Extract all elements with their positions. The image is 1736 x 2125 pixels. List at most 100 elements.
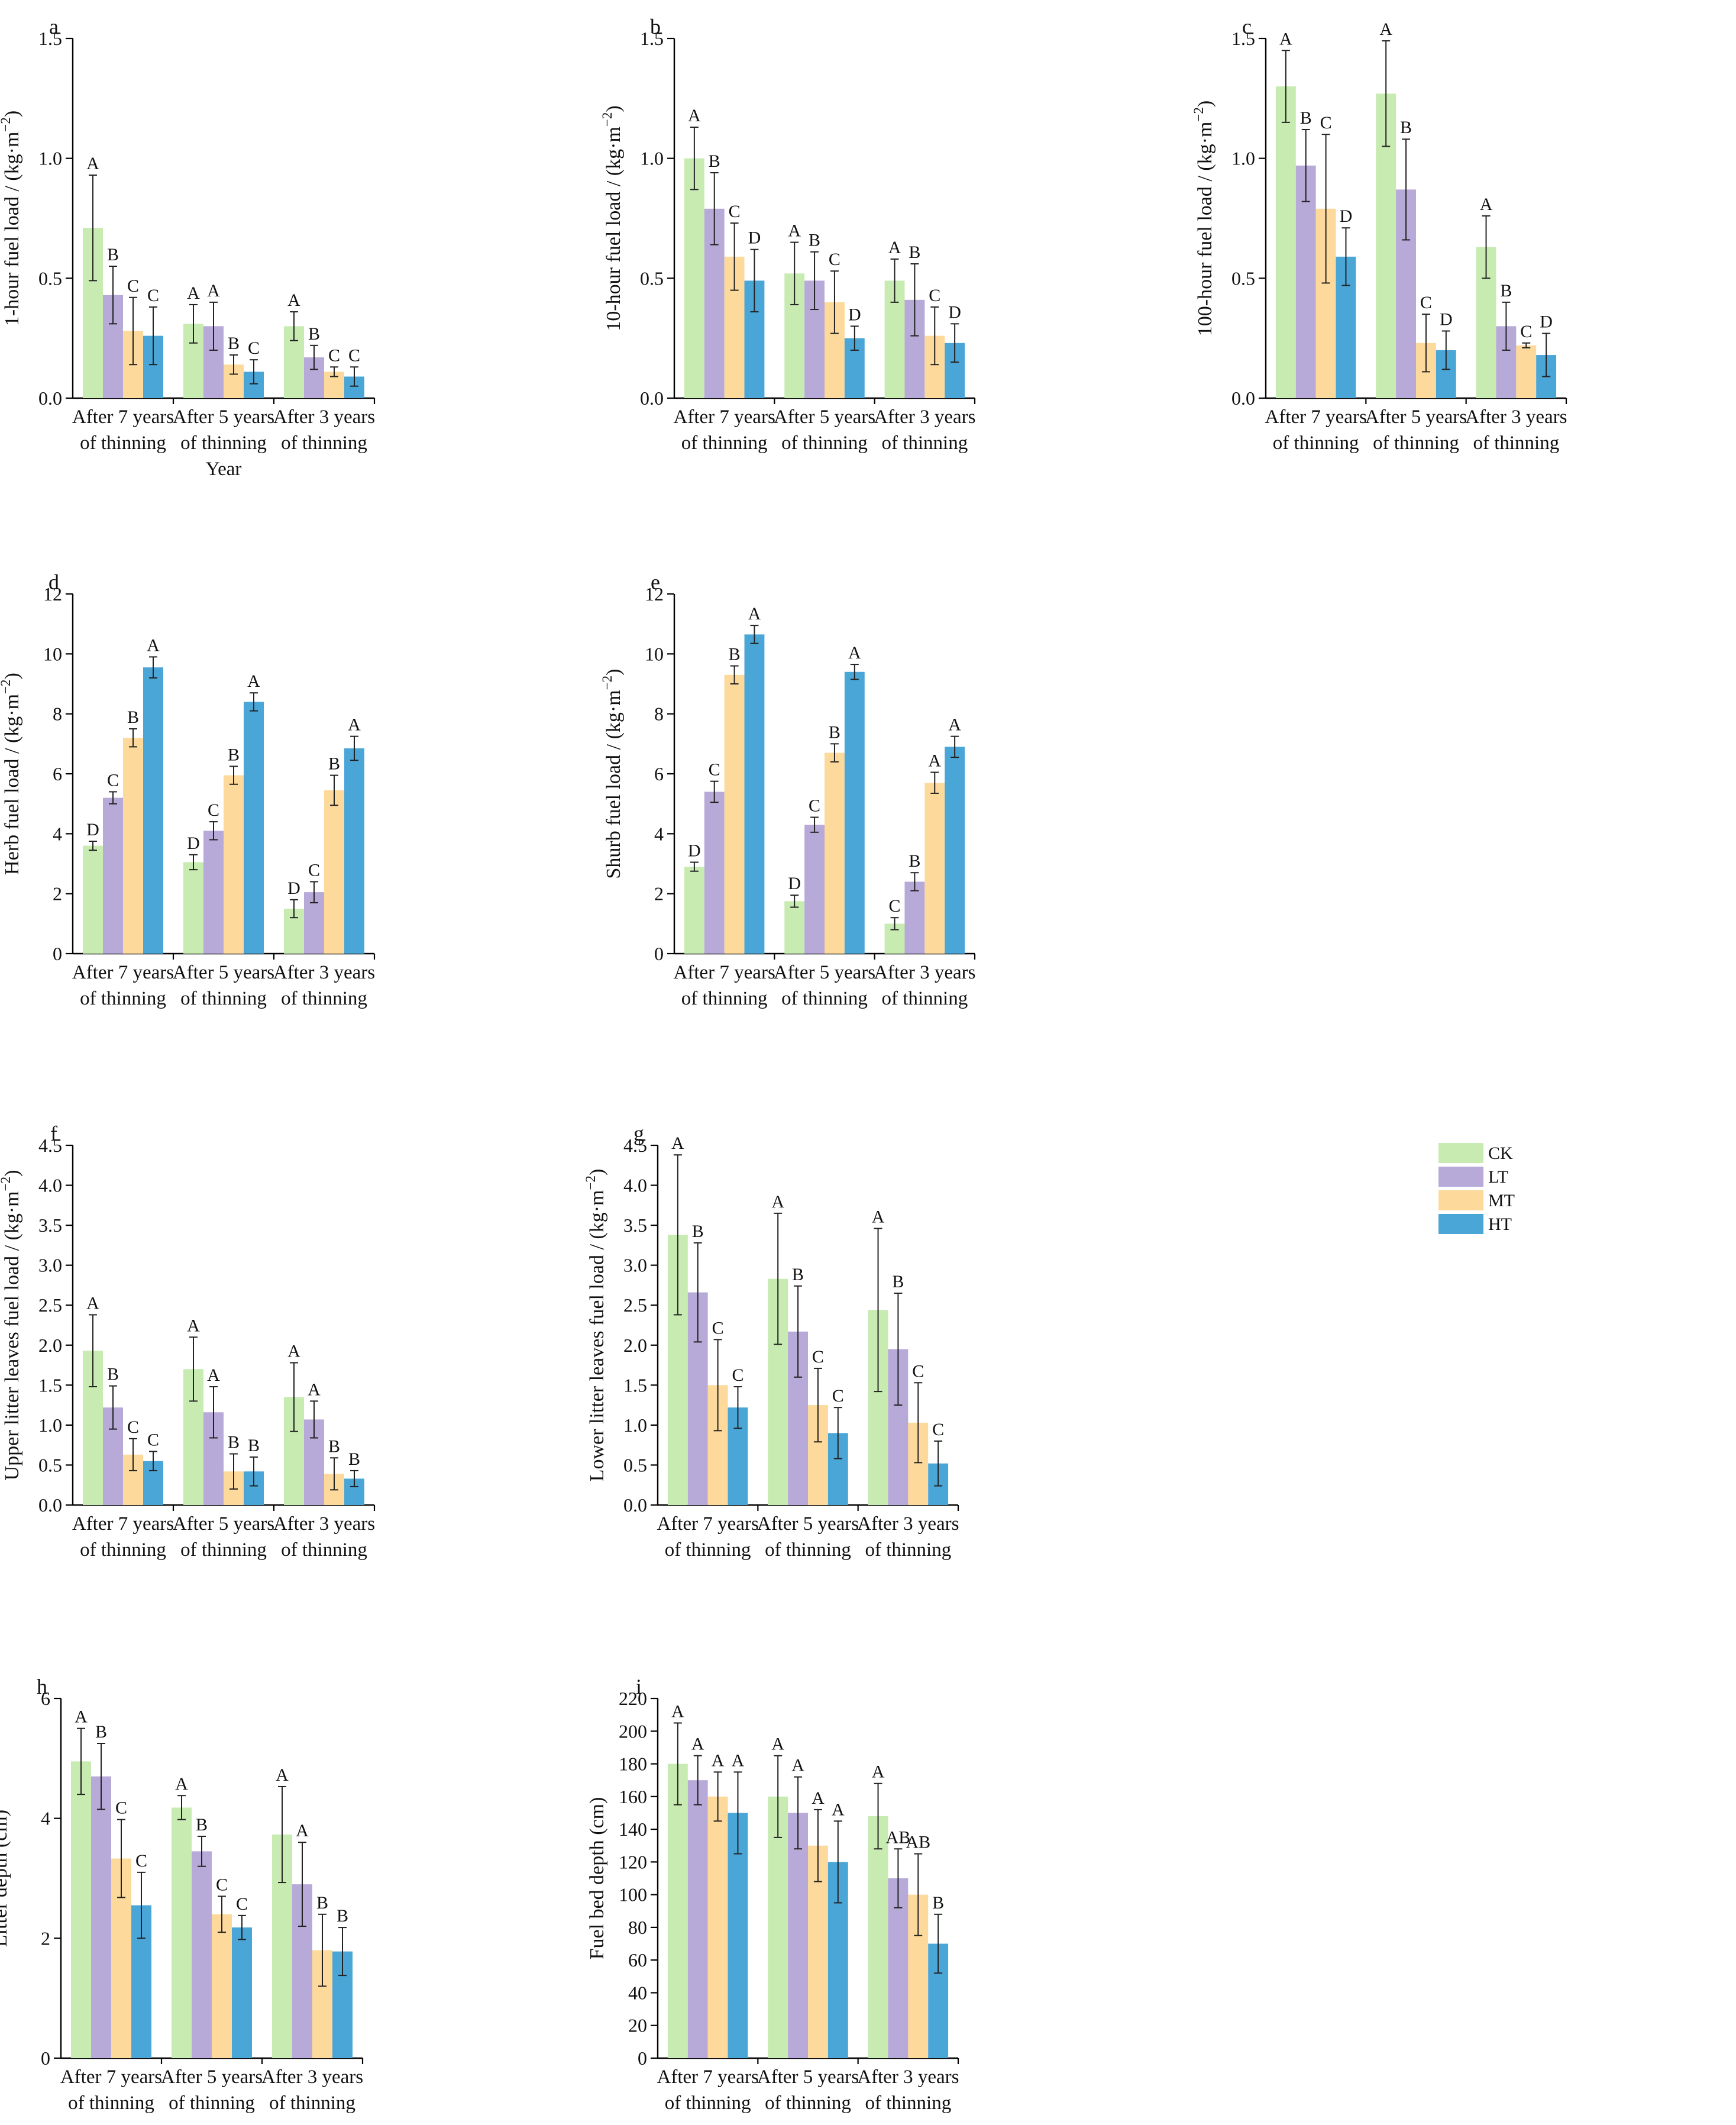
- y-axis-label-superscript: −2: [0, 117, 13, 131]
- significance-letter: B: [1400, 118, 1412, 137]
- significance-letter: B: [228, 745, 240, 764]
- y-tick-label: 2.0: [623, 1335, 647, 1356]
- significance-letter: C: [127, 276, 139, 296]
- legend-swatch-lt: [1438, 1167, 1483, 1187]
- bar-ht: [244, 702, 264, 954]
- bar-lt: [804, 825, 825, 954]
- significance-letter: D: [748, 228, 761, 248]
- significance-letter: D: [1340, 206, 1353, 226]
- x-tick-label: of thinning: [865, 2092, 951, 2114]
- significance-letter: C: [1520, 322, 1532, 341]
- significance-letter: B: [228, 334, 240, 353]
- chart-panel-a: a 0.0 0.5 1.0 1.5 1-hour fuel load / (kg·m−2)…: [0, 15, 375, 480]
- y-tick-label: 1.5: [623, 1374, 647, 1396]
- panel-label: a: [49, 15, 59, 38]
- x-tick-label: After 7 years: [1265, 406, 1367, 428]
- significance-letter: C: [208, 800, 219, 820]
- significance-letter: C: [889, 896, 901, 916]
- significance-letter: A: [247, 671, 260, 691]
- y-axis-label-text: Lower litter leaves fuel load / (kg·m: [586, 1190, 608, 1481]
- y-axis-label-tail: ): [1194, 101, 1216, 107]
- y-tick-label: 0.5: [1231, 267, 1255, 289]
- significance-letter: D: [287, 879, 300, 898]
- x-tick-label: After 7 years: [674, 406, 775, 428]
- x-tick-label: After 3 years: [874, 406, 975, 428]
- y-tick-label: 3.0: [38, 1255, 62, 1276]
- x-tick-label: of thinning: [765, 2092, 851, 2114]
- y-tick-label: 0.0: [623, 1494, 647, 1516]
- x-tick-label: of thinning: [881, 432, 968, 454]
- y-tick-label: 0.0: [1231, 387, 1255, 409]
- significance-letter: C: [732, 1365, 743, 1385]
- significance-letter: B: [228, 1433, 240, 1452]
- y-axis-label-text: Fuel bed depth (cm): [586, 1797, 608, 1960]
- y-tick-label: 0.0: [38, 1494, 62, 1516]
- significance-letter: B: [729, 645, 741, 664]
- significance-letter: A: [296, 1821, 309, 1840]
- y-tick-label: 4: [654, 823, 664, 844]
- significance-letter: A: [888, 238, 901, 257]
- bar-ck: [667, 1764, 688, 2058]
- significance-letter: C: [147, 1430, 159, 1449]
- y-axis-label-tail: ): [1, 673, 23, 679]
- significance-letter: C: [932, 1420, 944, 1439]
- y-tick-label: 2.5: [623, 1294, 647, 1316]
- significance-letter: A: [276, 1765, 289, 1785]
- y-tick-label: 140: [619, 1819, 647, 1840]
- significance-letter: A: [1379, 20, 1392, 39]
- y-axis-label: Fuel bed depth (cm): [586, 1797, 608, 1960]
- significance-letter: C: [809, 796, 820, 815]
- y-tick-label: 100: [619, 1884, 647, 1906]
- y-tick-label: 180: [619, 1753, 647, 1775]
- significance-letter: A: [1279, 29, 1292, 49]
- significance-letter: D: [1440, 310, 1453, 330]
- x-tick-label: of thinning: [865, 1539, 951, 1561]
- significance-letter: C: [929, 286, 940, 305]
- y-tick-label: 0.5: [623, 1454, 647, 1475]
- bar-mt: [724, 674, 745, 954]
- significance-letter: B: [909, 243, 920, 262]
- significance-letter: A: [287, 290, 300, 310]
- y-tick-label: 20: [628, 2015, 647, 2036]
- y-axis-label-text: Shurb fuel load / (kg·m: [603, 690, 625, 879]
- significance-letter: B: [107, 245, 119, 264]
- y-axis-label-text: 100-hour fuel load / (kg·m: [1194, 122, 1216, 337]
- significance-letter: B: [328, 754, 340, 774]
- bar-lt: [904, 881, 925, 954]
- significance-letter: A: [791, 1756, 804, 1775]
- significance-letter: A: [691, 1735, 704, 1754]
- significance-letter: A: [207, 1365, 220, 1385]
- bar-lt: [704, 792, 725, 954]
- y-axis-label-superscript: −2: [600, 676, 615, 690]
- bar-lt: [687, 1780, 708, 2058]
- legend-label-ck: CK: [1488, 1144, 1513, 1163]
- bar-ck: [684, 867, 704, 954]
- chart-panel-c: c 0.0 0.5 1.0 1.5 100-hour fuel load / (kg·m−…: [1191, 15, 1567, 454]
- bar-ht: [344, 748, 364, 954]
- legend-label-lt: LT: [1488, 1167, 1508, 1187]
- significance-letter: C: [348, 345, 360, 365]
- x-tick-label: After 7 years: [657, 1513, 759, 1535]
- y-axis-label: 1-hour fuel load / (kg·m−2): [0, 111, 23, 326]
- x-tick-label: After 7 years: [60, 2066, 162, 2088]
- y-tick-label: 3.5: [38, 1215, 62, 1236]
- significance-letter: B: [1300, 108, 1312, 128]
- x-tick-label: After 7 years: [72, 962, 174, 983]
- significance-letter: A: [671, 1701, 684, 1721]
- significance-letter: A: [812, 1788, 825, 1808]
- y-axis-label-tail: ): [603, 105, 625, 112]
- y-tick-label: 10: [43, 643, 62, 664]
- bar-mt: [707, 1796, 728, 2058]
- y-tick-label: 4: [41, 1808, 50, 1829]
- y-tick-label: 12: [43, 583, 62, 605]
- x-tick-label: of thinning: [665, 2092, 751, 2114]
- significance-letter: D: [1540, 312, 1553, 332]
- y-tick-label: 0.5: [640, 267, 664, 289]
- bar-ck: [183, 862, 203, 954]
- significance-letter: A: [348, 715, 361, 735]
- significance-letter: A: [147, 635, 160, 655]
- bar-lt: [203, 831, 224, 954]
- y-tick-label: 1.0: [623, 1414, 647, 1436]
- significance-letter: A: [207, 281, 220, 301]
- y-tick-label: 1.5: [1231, 28, 1255, 49]
